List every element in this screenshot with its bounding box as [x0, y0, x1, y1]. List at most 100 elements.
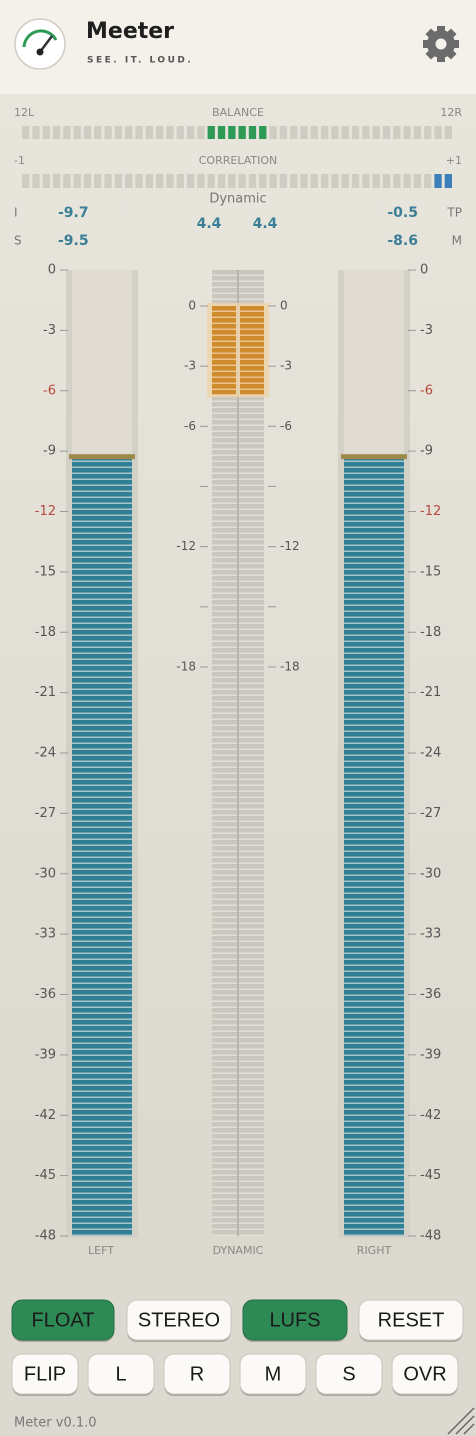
balance-segment: [259, 126, 267, 139]
correlation-title: CORRELATION: [199, 154, 277, 167]
balance-segment: [331, 126, 339, 139]
logo: [14, 18, 66, 70]
meter-label: RIGHT: [357, 1244, 392, 1257]
tick-label: -3: [420, 323, 433, 338]
readout-value: -9.7: [58, 205, 89, 221]
correlation-segment: [382, 174, 391, 188]
correlation-segment: [135, 174, 143, 188]
correlation-segment: [331, 174, 339, 188]
balance-segment: [52, 126, 61, 139]
tick-label: 0: [188, 299, 196, 313]
button-label: OVR: [403, 1363, 446, 1385]
button-face: [358, 1299, 464, 1341]
tick-label: -42: [420, 1108, 441, 1123]
tick-label: -36: [35, 987, 56, 1002]
correlation-segment: [217, 174, 226, 188]
tick-label: -12: [420, 504, 441, 519]
dynamic-right: 4.4: [253, 216, 278, 232]
button-face: [239, 1353, 307, 1395]
version: Meter v0.1.0: [14, 1416, 97, 1431]
correlation-segment: [300, 174, 308, 188]
tick-label: -24: [420, 746, 441, 761]
button-label: R: [190, 1363, 204, 1385]
button-label: M: [265, 1363, 282, 1385]
balance-segment: [362, 126, 370, 139]
balance-segment: [135, 126, 143, 139]
balance-segment: [300, 126, 308, 139]
tick-label: -9: [420, 444, 433, 459]
balance-segment: [104, 126, 112, 139]
header-bar: [0, 0, 476, 94]
correlation-segment: [259, 174, 267, 188]
readout-label: S: [14, 234, 22, 248]
correlation-segment: [94, 174, 102, 188]
button[interactable]: FLOAT: [11, 1299, 115, 1342]
button-face: [11, 1353, 79, 1395]
readout-value: -8.6: [387, 233, 418, 249]
balance-segment: [393, 126, 401, 139]
balance-segment: [166, 126, 174, 139]
button[interactable]: LUFS: [242, 1299, 348, 1342]
button[interactable]: STEREO: [126, 1299, 232, 1342]
balance-title: BALANCE: [212, 106, 264, 119]
balance-segment: [269, 126, 277, 139]
button-label: LUFS: [269, 1309, 320, 1331]
correlation-segment: [207, 174, 215, 188]
button-label: L: [115, 1363, 126, 1385]
balance-segment: [403, 126, 411, 139]
correlation-segment: [372, 174, 380, 188]
correlation-segment: [52, 174, 61, 188]
button[interactable]: L: [87, 1353, 155, 1396]
button-face: [87, 1353, 155, 1395]
balance-segment: [83, 126, 92, 139]
tick-label: -45: [420, 1168, 441, 1183]
balance-segment: [238, 126, 246, 139]
balance-segment: [176, 126, 184, 139]
tagline: SEE. IT. LOUD.: [87, 56, 193, 66]
tick-label: -18: [420, 625, 441, 640]
balance-segment: [228, 126, 236, 139]
resize-grip[interactable]: [447, 1407, 475, 1435]
tick-label: -39: [35, 1047, 56, 1062]
correlation-segment: [248, 174, 257, 188]
correlation-segment: [176, 174, 184, 188]
correlation-segment: [125, 174, 133, 188]
tick-label: -27: [420, 806, 441, 821]
button[interactable]: FLIP: [11, 1353, 79, 1396]
meter-fill: [344, 457, 404, 1237]
gear-tooth: [437, 54, 445, 62]
button[interactable]: RESET: [358, 1299, 464, 1342]
balance-segment: [424, 126, 432, 139]
tick-label: 0: [48, 263, 56, 278]
tick-label: -18: [280, 660, 300, 674]
button[interactable]: M: [239, 1353, 307, 1396]
dynamic-title: Dynamic: [209, 192, 266, 207]
button[interactable]: R: [163, 1353, 231, 1396]
correlation-segment: [32, 174, 40, 188]
tick-label: -15: [35, 564, 56, 579]
balance-segment: [290, 126, 298, 139]
gear-tooth: [423, 40, 431, 48]
button-face: [126, 1299, 232, 1341]
peak-line: [341, 454, 407, 460]
settings-button[interactable]: [423, 26, 459, 62]
correlation-segment: [104, 174, 112, 188]
balance-segment: [444, 126, 452, 139]
correlation-segment: [424, 174, 432, 188]
tick-label: -6: [184, 419, 196, 433]
button[interactable]: S: [315, 1353, 383, 1396]
tick-label: 0: [280, 299, 288, 313]
tick-label: -36: [420, 987, 441, 1002]
button[interactable]: OVR: [391, 1353, 459, 1396]
correlation-segment: [186, 174, 195, 188]
tick-label: -6: [280, 419, 292, 433]
peak-line: [69, 454, 135, 460]
correlation-segment: [290, 174, 298, 188]
tick-label: -12: [280, 539, 300, 553]
tick-label: -18: [35, 625, 56, 640]
tick-label: -21: [35, 685, 56, 700]
button-label: RESET: [378, 1309, 445, 1331]
tick-label: -6: [43, 383, 56, 398]
tick-label: -9: [43, 444, 56, 459]
readout-value: -9.5: [58, 233, 89, 249]
